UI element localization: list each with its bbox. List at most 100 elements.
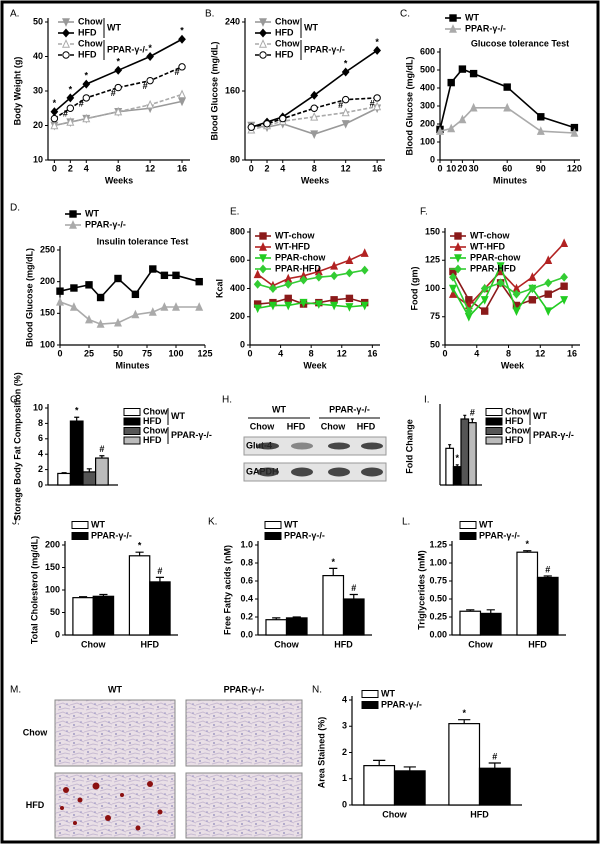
x-axis-label: Week (303, 360, 327, 370)
legend-swatch (123, 436, 141, 445)
blot-lane: HFD (357, 421, 376, 431)
y-axis-label: Food (gm) (409, 267, 419, 311)
marker (114, 317, 122, 327)
blot-lane: Chow (321, 421, 346, 431)
x-tick-label: 12 (341, 163, 351, 173)
lipid-droplet (147, 781, 153, 787)
marker (345, 294, 354, 303)
panel-label: I. (424, 395, 430, 406)
bar (452, 466, 462, 486)
legend-label: PPAR-γ-/- (381, 699, 422, 709)
x-tick-label: HFD (470, 809, 489, 819)
annotation: * (525, 539, 529, 549)
marker (96, 293, 105, 302)
legend-group: PPAR-γ-/- (304, 44, 345, 54)
bar (128, 555, 151, 636)
y-tick-label: 50 (50, 607, 60, 617)
bar (459, 610, 482, 636)
marker (259, 254, 267, 263)
y-axis-label: Storage Body Fat Composition (%) (12, 372, 22, 521)
bar (448, 723, 481, 806)
annotation: * (331, 557, 335, 567)
error-bar (272, 617, 281, 620)
y-tick-label: 100 (40, 339, 55, 349)
error-bar (349, 593, 358, 599)
legend-label: PPAR-chow (275, 252, 326, 262)
legend-swatch (71, 521, 89, 529)
y-tick-label: 10 (33, 402, 43, 412)
legend-swatch (123, 427, 141, 435)
bar (149, 581, 171, 636)
legend-label: PPAR-γ-/- (479, 530, 520, 540)
y-tick-label: 0.2 (240, 611, 253, 621)
marker (480, 296, 489, 305)
marker (341, 120, 350, 129)
y-tick-label: 400 (420, 82, 435, 92)
x-tick-label: 8 (506, 348, 511, 358)
image-row: Chow (23, 727, 48, 737)
y-tick-label: 0.4 (240, 593, 253, 603)
error-bar (79, 596, 88, 598)
marker (269, 284, 277, 293)
legend-label: HFD (505, 435, 524, 445)
bar (69, 420, 84, 486)
lipid-droplet (77, 797, 83, 803)
legend-label: Chow (143, 425, 168, 435)
x-tick-label: 12 (145, 163, 155, 173)
panel-label: C. (400, 9, 410, 20)
bar (72, 597, 94, 636)
image-row: HFD (26, 800, 45, 810)
x-tick-label: 100 (168, 348, 183, 358)
y-axis-label: Kcal (214, 279, 224, 298)
legend-label: WT-HFD (275, 241, 310, 251)
bar (82, 471, 97, 486)
marker (299, 298, 308, 308)
panel-label: K. (208, 517, 217, 528)
bar (478, 767, 511, 806)
tissue-image (185, 699, 303, 767)
annotation: * (53, 98, 57, 108)
y-tick-label: 200 (420, 118, 435, 128)
x-axis-label: Minutes (493, 175, 527, 185)
marker (259, 242, 267, 251)
y-tick-label: 0.50 (429, 593, 447, 603)
bar (460, 418, 470, 486)
y-tick-label: 0 (55, 629, 60, 639)
marker (160, 302, 169, 311)
x-tick-label: HFD (528, 639, 547, 649)
y-tick-label: 10 (33, 154, 43, 164)
marker (114, 65, 123, 75)
y-tick-label: 0.00 (429, 629, 447, 639)
legend-swatch (459, 532, 477, 540)
legend-label: Chow (143, 406, 168, 416)
marker (259, 18, 267, 27)
marker (259, 232, 267, 240)
marker (114, 83, 122, 92)
marker (56, 287, 64, 295)
legend-label: WT (479, 519, 493, 529)
annotation: # (370, 98, 375, 108)
marker (66, 104, 75, 112)
y-axis-label: Blood Glucose (mg/dL) (404, 57, 414, 156)
x-tick-label: 16 (367, 348, 377, 358)
error-bar (292, 616, 301, 618)
legend-label: PPAR-γ-/- (284, 530, 325, 540)
marker (447, 78, 455, 87)
marker (454, 264, 462, 274)
y-tick-label: 150 (45, 562, 60, 572)
marker (544, 278, 553, 288)
x-tick-label: 8 (116, 163, 121, 173)
x-tick-label: Chow (274, 639, 299, 649)
y-tick-label: 100 (420, 136, 435, 146)
y-axis-label: Total Cholesterol (mg/dL) (29, 536, 39, 644)
marker (528, 284, 537, 293)
lipid-droplet (157, 809, 163, 815)
blot-band (328, 467, 350, 477)
marker (284, 279, 293, 289)
marker (330, 271, 338, 281)
marker (360, 265, 369, 275)
marker (480, 284, 489, 293)
marker (341, 107, 350, 117)
